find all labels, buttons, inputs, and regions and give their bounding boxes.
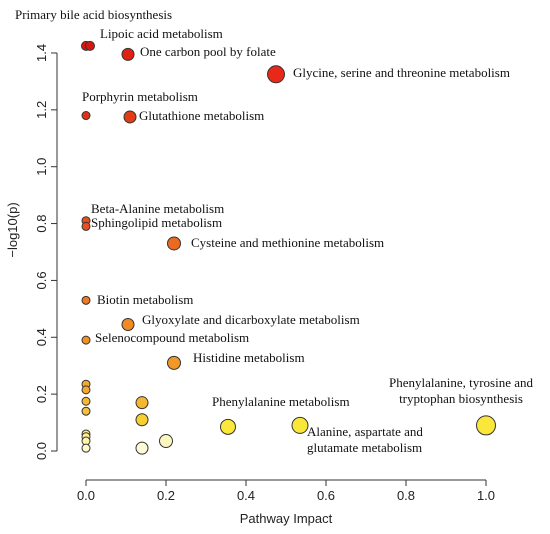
data-point	[81, 385, 91, 395]
y-tick-label: 0.6	[34, 271, 49, 289]
y-axis-title: −log10(p)	[5, 202, 20, 257]
axes: 0.0 0.2 0.4 0.6 0.8 1.0 0.0 0.2 0.4 0.6 0.8 1.0 1.2 1…	[34, 44, 495, 503]
point-label: Lipoic acid metabolism	[100, 26, 223, 41]
point-label: One carbon pool by folate	[140, 44, 276, 59]
data-point	[135, 413, 149, 427]
data-point	[81, 335, 91, 345]
y-tick-label: 0.8	[34, 215, 49, 233]
x-tick-label: 0.6	[317, 488, 335, 503]
data-points	[81, 40, 496, 455]
y-tick-label: 1.2	[34, 101, 49, 119]
y-tick-label: 0.2	[34, 385, 49, 403]
data-point	[135, 441, 149, 455]
data-point	[159, 434, 173, 449]
point-label: Biotin metabolism	[97, 292, 193, 307]
data-point	[220, 418, 236, 435]
point-label: Glutathione metabolism	[139, 108, 264, 123]
point-label: Glyoxylate and dicarboxylate metabolism	[142, 312, 360, 327]
y-tick-label: 1.0	[34, 158, 49, 176]
point-label: Sphingolipid metabolism	[91, 215, 222, 230]
data-point	[81, 111, 91, 121]
data-point	[81, 295, 91, 305]
data-point	[291, 416, 309, 434]
point-label: Phenylalanine, tyrosine and tryptophan bi…	[389, 375, 534, 406]
data-point	[121, 317, 135, 331]
x-tick-label: 0.0	[77, 488, 95, 503]
x-tick-label: 0.2	[157, 488, 175, 503]
x-tick-label: 0.4	[237, 488, 255, 503]
x-tick-label: 1.0	[477, 488, 495, 503]
data-point	[85, 40, 95, 51]
point-label: Alanine, aspartate and glutamate metaboli…	[307, 424, 423, 455]
data-point	[476, 415, 496, 436]
point-label: Phenylalanine metabolism	[212, 394, 350, 409]
data-point	[123, 110, 137, 124]
point-labels: Primary bile acid biosynthesis Lipoic aci…	[15, 7, 534, 455]
point-label: Glycine, serine and threonine metabolism	[293, 65, 510, 80]
point-label: Primary bile acid biosynthesis	[15, 7, 172, 22]
data-point	[81, 396, 91, 406]
y-tick-label: 1.4	[34, 44, 49, 62]
data-point	[267, 65, 285, 84]
x-axis-title: Pathway Impact	[240, 511, 333, 526]
x-tick-label: 0.8	[397, 488, 415, 503]
data-point	[167, 236, 181, 251]
point-label: Porphyrin metabolism	[82, 89, 198, 104]
data-point	[81, 406, 91, 416]
data-point	[121, 47, 135, 61]
y-tick-label: 0.4	[34, 328, 49, 346]
data-point	[81, 221, 91, 231]
point-label: Beta-Alanine metabolism	[91, 201, 224, 216]
data-point	[167, 355, 181, 370]
data-point	[135, 396, 149, 410]
point-label: Selenocompound metabolism	[95, 330, 249, 345]
data-point	[81, 443, 91, 453]
point-label: Histidine metabolism	[193, 350, 305, 365]
y-tick-label: 0.0	[34, 442, 49, 460]
point-label: Cysteine and methionine metabolism	[191, 235, 384, 250]
